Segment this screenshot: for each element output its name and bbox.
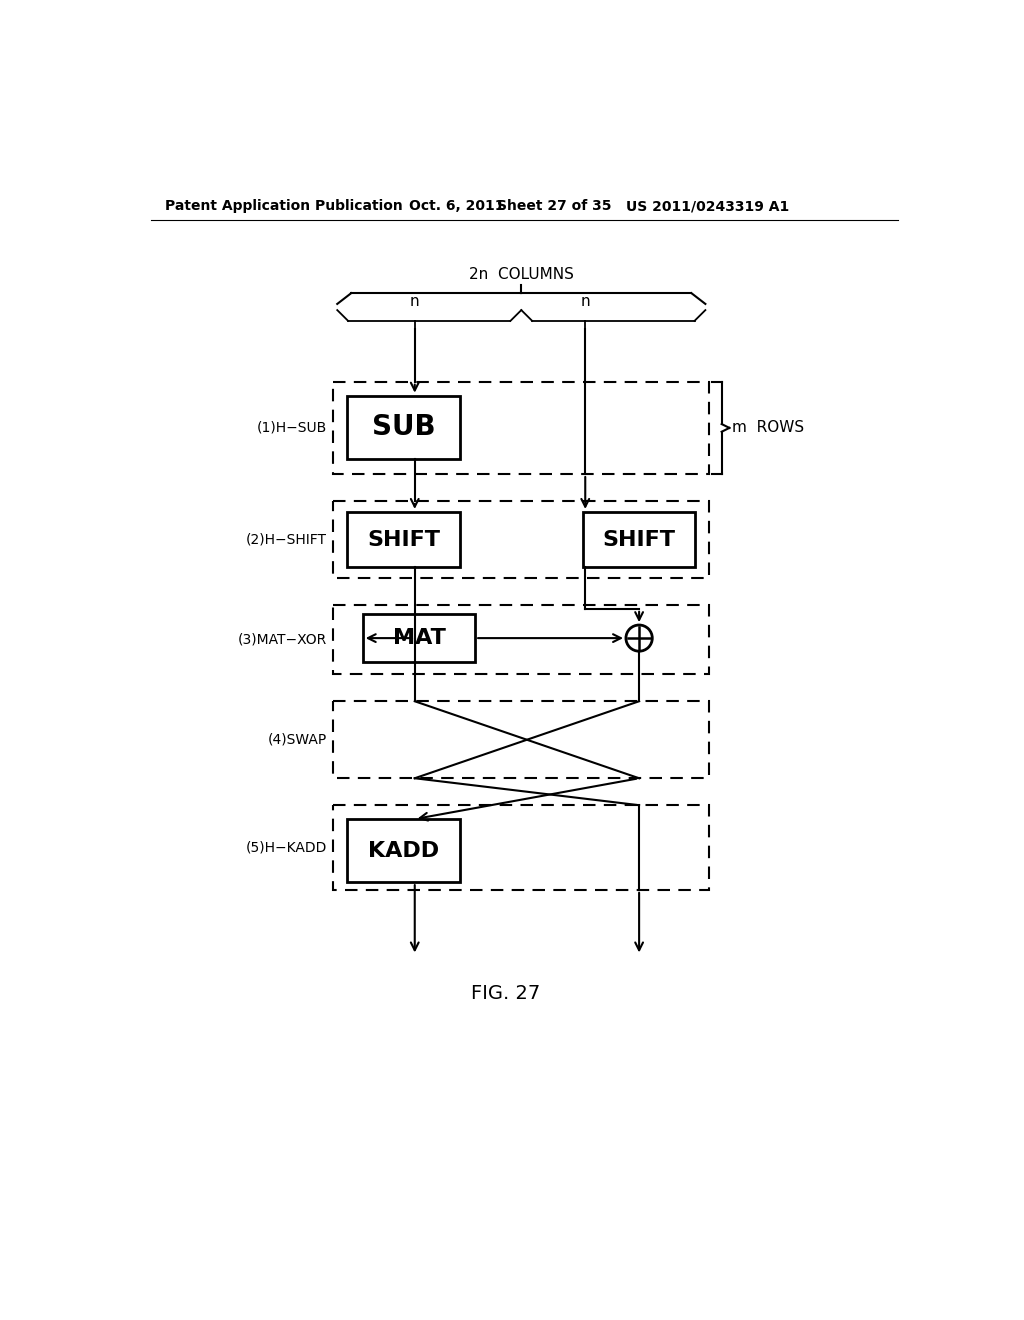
Text: SHIFT: SHIFT	[602, 529, 676, 549]
Text: (2)H−SHIFT: (2)H−SHIFT	[246, 532, 328, 546]
Bar	[334, 381, 710, 474]
Text: n: n	[581, 293, 590, 309]
Text: Sheet 27 of 35: Sheet 27 of 35	[497, 199, 611, 213]
Text: SHIFT: SHIFT	[367, 529, 440, 549]
Text: SUB: SUB	[372, 413, 435, 441]
Text: FIG. 27: FIG. 27	[471, 985, 541, 1003]
Bar	[334, 701, 710, 779]
Bar	[362, 614, 475, 663]
Bar	[334, 605, 710, 675]
Text: (1)H−SUB: (1)H−SUB	[257, 421, 328, 434]
Text: KADD: KADD	[368, 841, 439, 861]
Text: n: n	[410, 293, 420, 309]
Text: Oct. 6, 2011: Oct. 6, 2011	[409, 199, 504, 213]
Text: (3)MAT−XOR: (3)MAT−XOR	[238, 632, 328, 647]
Text: (4)SWAP: (4)SWAP	[268, 733, 328, 747]
Circle shape	[626, 626, 652, 651]
Bar	[347, 512, 460, 568]
Bar	[583, 512, 695, 568]
Text: Patent Application Publication: Patent Application Publication	[165, 199, 403, 213]
Bar	[334, 805, 710, 890]
Text: m  ROWS: m ROWS	[732, 420, 805, 436]
Bar	[334, 502, 710, 578]
Bar	[347, 818, 460, 882]
Text: 2n  COLUMNS: 2n COLUMNS	[469, 268, 573, 282]
Bar	[347, 396, 460, 459]
Text: US 2011/0243319 A1: US 2011/0243319 A1	[627, 199, 790, 213]
Text: (5)H−KADD: (5)H−KADD	[246, 841, 328, 854]
Text: MAT: MAT	[392, 628, 445, 648]
